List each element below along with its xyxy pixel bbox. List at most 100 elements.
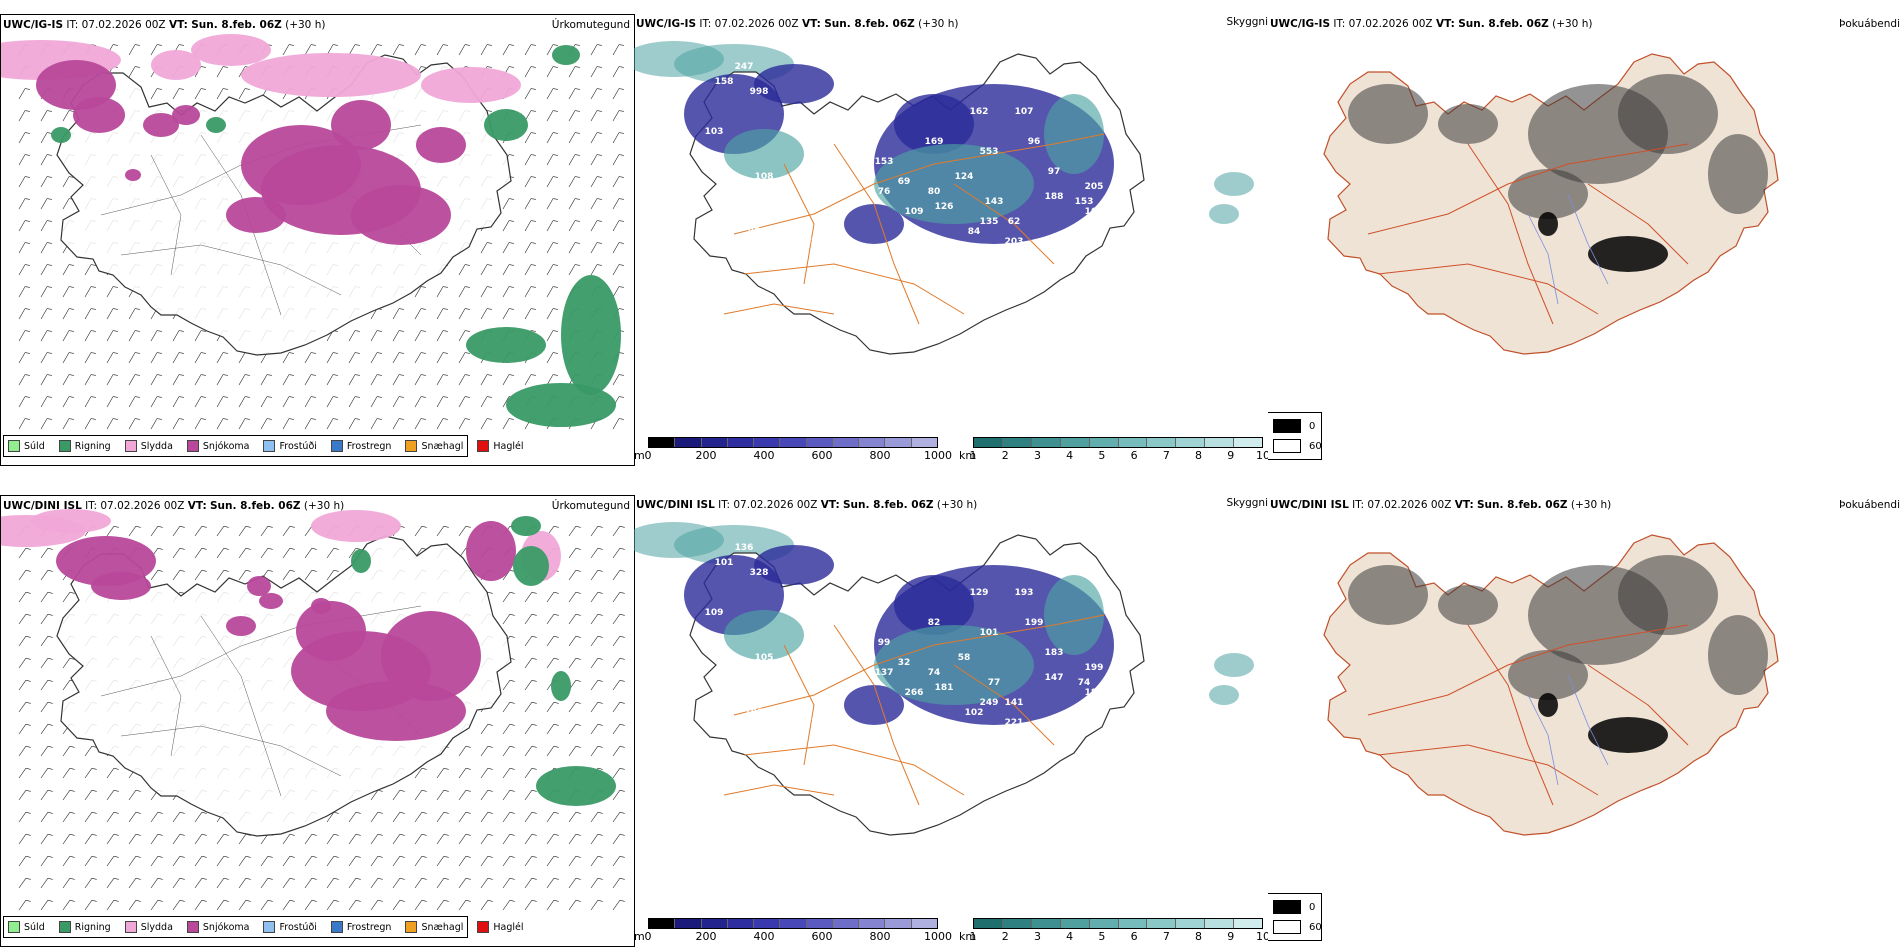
colorbar-tick: 6	[1130, 449, 1138, 462]
road-network	[723, 133, 1105, 325]
legend-item: Snjókoma	[186, 440, 249, 452]
colorbar-cell	[675, 438, 702, 447]
colorbar-cell	[727, 919, 755, 928]
legend-swatch	[186, 440, 199, 452]
fog-swatch-white	[1273, 920, 1301, 934]
fog-indicator-field	[1348, 74, 1768, 219]
cloud-base-value: 107	[1015, 107, 1034, 117]
cloud-base-value: 249	[980, 698, 999, 708]
cloud-base-value: 221	[1005, 718, 1024, 728]
colorbar-tick: 200	[695, 449, 717, 462]
cloud-base-value: 169	[925, 137, 944, 147]
colorbar-cell	[1118, 919, 1148, 928]
it-label: IT:	[1352, 499, 1365, 511]
colorbar-tick: 800	[869, 930, 891, 943]
colorbar-tick: 600	[811, 930, 833, 943]
legend-swatch	[405, 921, 418, 933]
cloud-panel-top: UWC/IG-IS IT: 07.02.2026 00Z VT: Sun. 8.…	[634, 14, 1268, 464]
colorbar-tick: 3	[1033, 930, 1041, 943]
legend-swatch	[330, 921, 343, 933]
model-name: UWC/IG-IS	[636, 18, 697, 30]
legend-swatch	[124, 921, 137, 933]
vt-value: Sun. 8.feb. 06Z	[843, 499, 934, 511]
cloud-base-value: 103	[705, 127, 724, 137]
lead-time: (+30 h)	[1570, 499, 1612, 511]
cloud-base-value: 96	[1028, 137, 1041, 147]
fog-swatch-white	[1273, 439, 1301, 453]
colorbar-cell	[1089, 919, 1119, 928]
legend-item: Frostúði	[263, 440, 317, 452]
colorbar-tick: 200	[695, 930, 717, 943]
legend-item: Snæhagl	[405, 440, 463, 452]
vt-label: VT:	[801, 18, 821, 30]
colorbar-cell	[832, 919, 860, 928]
fog-header-top: UWC/IG-IS IT: 07.02.2026 00Z VT: Sun. 8.…	[1270, 18, 1592, 30]
colorbar-cell	[1176, 919, 1206, 928]
cloud-base-value: 62	[1008, 217, 1021, 227]
cloud-base-value: 198	[745, 708, 764, 718]
precip-legend-top: Súld Rigning Slydda Snjókoma Frostúði Frostre…	[3, 435, 524, 457]
colorbar-cell	[754, 919, 781, 928]
precip-area	[36, 60, 466, 245]
cloud-base-value: 135	[980, 217, 999, 227]
lead-time: (+30 h)	[285, 19, 326, 31]
river-network	[1527, 193, 1609, 305]
model-name: UWC/IG-IS	[3, 19, 64, 31]
colorbar-tick: 5	[1098, 449, 1106, 462]
colorbar-tick: 400	[753, 930, 775, 943]
fog-label-0: 0	[1309, 901, 1316, 913]
cloud-base-value: 106	[825, 137, 844, 147]
colorbar-tick: 1	[969, 930, 977, 943]
cloud-base-value: 336	[765, 723, 784, 733]
fog-legend-bottom: 0 60	[1268, 893, 1322, 941]
legend-label: Rigning	[74, 921, 111, 933]
cloud-base-value: 136	[735, 543, 754, 553]
colorbar-tick: 7	[1162, 930, 1170, 943]
cloud-base-value: 205	[1085, 182, 1104, 192]
cloud-title-top: Skyggni	[1226, 16, 1269, 28]
cloud-base-value: 160	[1085, 207, 1104, 217]
colorbar-tick: 0	[644, 449, 652, 462]
cloud-base-value: 74	[928, 668, 941, 678]
cloud-base-value: 82	[928, 618, 941, 628]
it-value: 07.02.2026 00Z	[1348, 18, 1433, 30]
legend-item: Frostúði	[263, 921, 317, 933]
it-label: IT:	[1333, 18, 1346, 30]
colorbar-tick: 4	[1066, 449, 1074, 462]
colorbar-cell	[911, 919, 937, 928]
cloud-base-value: 97	[1048, 167, 1061, 177]
road-network	[723, 614, 1105, 806]
lead-time: (+30 h)	[936, 499, 978, 511]
colorbar-cell	[885, 438, 912, 447]
colorbar-cell	[1147, 919, 1177, 928]
fog-core	[1538, 693, 1668, 753]
colorbar-cell	[911, 438, 937, 447]
legend-label: Frostregn	[346, 921, 392, 933]
legend-swatch	[477, 921, 490, 933]
colorbar-cell	[649, 919, 676, 928]
precip-area	[1, 34, 521, 103]
lead-time: (+30 h)	[918, 18, 959, 30]
cloud-base-value: 141	[1005, 698, 1024, 708]
colorbar-cell	[780, 438, 807, 447]
colorbar-tick: 600	[811, 449, 833, 462]
fog-panel-bottom: UWC/DINI ISL IT: 07.02.2026 00Z VT: Sun.…	[1268, 495, 1900, 945]
cloud-base-value: 153	[875, 157, 894, 167]
cloud-base-value: 151	[725, 177, 744, 187]
it-value: 07.02.2026 00Z	[100, 500, 185, 512]
cloud-base-value: 188	[1045, 192, 1064, 202]
precip-area	[1, 509, 561, 581]
colorbar-cell	[701, 438, 728, 447]
cloud-base-value: 84	[968, 227, 981, 237]
cloud-base-value: 76	[878, 187, 891, 197]
cloud-base-value: 143	[985, 197, 1004, 207]
vt-value: Sun. 8.feb. 06Z	[191, 19, 282, 31]
cloud-base-value: 203	[1005, 237, 1024, 247]
model-name: UWC/DINI ISL	[1270, 499, 1349, 511]
colorbar-cell	[1176, 438, 1206, 447]
precip-area	[351, 516, 616, 806]
colorbar-tick: 1000	[924, 930, 952, 943]
precip-panel-bottom: UWC/DINI ISL IT: 07.02.2026 00Z VT: Sun.…	[0, 495, 635, 947]
legend-item: Súld	[8, 440, 45, 452]
